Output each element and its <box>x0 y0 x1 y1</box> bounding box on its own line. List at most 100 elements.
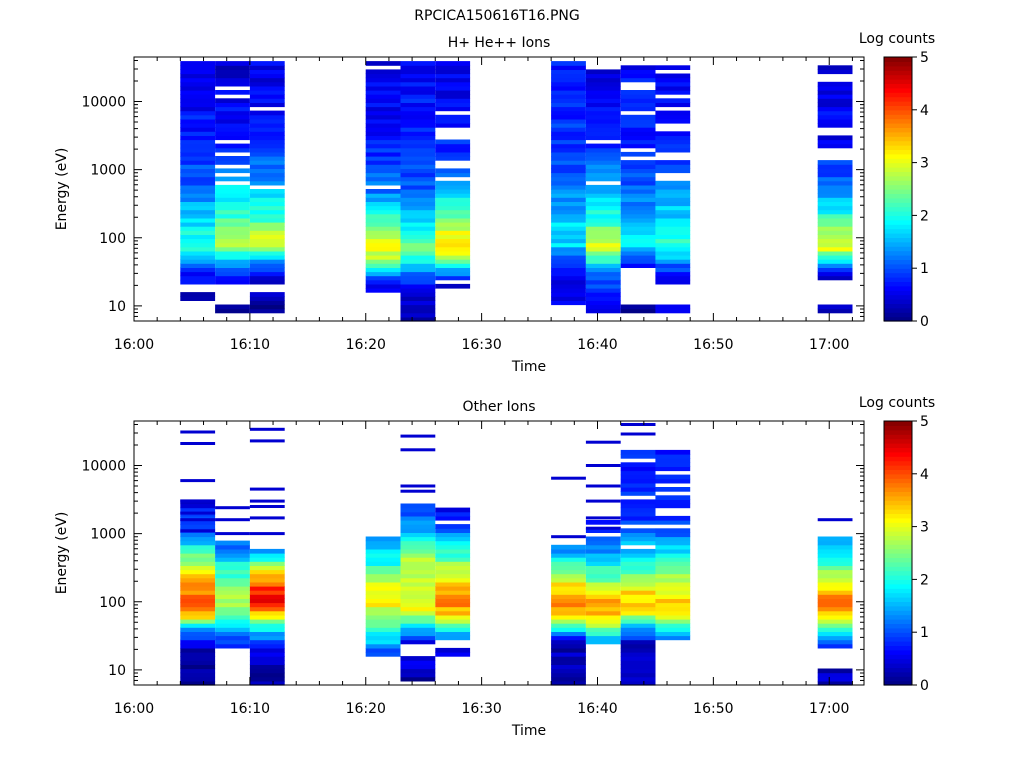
energy-bin <box>551 635 586 641</box>
energy-bin <box>215 255 250 260</box>
colorbar-segment <box>884 162 912 168</box>
energy-bin <box>400 507 436 513</box>
energy-bin <box>585 631 621 637</box>
energy-bin <box>215 267 250 273</box>
energy-bin <box>180 94 216 99</box>
energy-bin <box>620 474 656 480</box>
x-axis: 16:00 16:10 16:20 16:30 16:40 16:50 17:00 Time <box>114 57 853 375</box>
energy-bin <box>180 222 216 227</box>
energy-bin <box>215 606 250 612</box>
energy-bin <box>249 151 285 157</box>
energy-bin <box>551 577 586 583</box>
energy-bin <box>365 147 401 153</box>
energy-bin <box>817 255 853 260</box>
colorbar-segment <box>884 263 912 269</box>
energy-bin <box>620 230 656 235</box>
y-tick-label: 100 <box>99 595 126 611</box>
energy-bin <box>180 184 216 190</box>
energy-bin <box>215 77 250 83</box>
colorbar-segment <box>884 469 912 475</box>
energy-bin <box>435 143 471 149</box>
energy-bin <box>551 65 586 70</box>
energy-bin <box>365 263 401 268</box>
energy-bin <box>400 246 436 252</box>
energy-bin <box>180 226 216 231</box>
energy-bin <box>249 131 285 136</box>
energy-bin <box>249 263 285 268</box>
energy-bin <box>585 110 621 116</box>
energy-bin <box>400 267 436 273</box>
energy-bin <box>585 520 621 525</box>
colorbar-segment <box>884 575 912 580</box>
x-tick-label: 17:00 <box>809 337 849 353</box>
energy-bin <box>551 238 586 244</box>
energy-bin <box>249 85 285 91</box>
energy-bin <box>620 263 656 268</box>
energy-bin <box>817 565 853 571</box>
energy-bin <box>180 267 216 273</box>
energy-bin <box>400 127 436 132</box>
energy-bin <box>655 180 691 186</box>
energy-bin <box>249 90 285 95</box>
energy-bin <box>365 201 401 207</box>
energy-bin <box>180 656 216 661</box>
energy-bin <box>620 652 656 657</box>
energy-bin <box>655 164 691 169</box>
energy-bin <box>620 499 656 505</box>
energy-bin <box>215 557 250 562</box>
energy-bin <box>817 123 853 128</box>
colorbar-segment <box>884 570 912 576</box>
sparse-line <box>180 529 216 533</box>
energy-bin <box>215 217 250 223</box>
colorbar-segment <box>884 131 912 137</box>
energy-bin <box>435 631 471 637</box>
energy-bin <box>620 250 656 256</box>
energy-bin <box>400 569 436 575</box>
energy-bin <box>365 234 401 240</box>
energy-bin <box>655 85 691 91</box>
energy-bin <box>620 540 656 546</box>
colorbar-segment <box>884 219 912 225</box>
energy-bin <box>585 292 621 297</box>
energy-bin <box>180 102 216 108</box>
energy-bin <box>400 316 436 322</box>
energy-bin <box>551 114 586 120</box>
energy-bin <box>817 614 853 620</box>
energy-bin <box>215 205 250 211</box>
energy-bin <box>620 98 656 103</box>
energy-bin <box>249 292 285 297</box>
energy-bin <box>365 267 401 273</box>
energy-bin <box>180 647 216 653</box>
energy-bin <box>655 160 691 165</box>
energy-bin <box>249 73 285 79</box>
energy-bin <box>620 242 656 248</box>
energy-bin <box>400 263 436 268</box>
energy-bin <box>551 160 586 165</box>
colorbar-segment <box>884 307 912 313</box>
energy-bin <box>365 176 401 182</box>
energy-bin <box>180 520 216 525</box>
energy-bin <box>400 139 436 145</box>
energy-bin <box>817 176 853 182</box>
energy-bin <box>817 590 853 595</box>
energy-bin <box>585 288 621 293</box>
colorbar-segment <box>884 101 912 106</box>
colorbar-segment <box>884 663 912 668</box>
energy-bin <box>365 226 401 231</box>
colorbar-frame <box>883 420 913 686</box>
colorbar-segment <box>884 509 912 514</box>
energy-bin <box>585 267 621 273</box>
energy-bin <box>400 209 436 215</box>
colorbar-segment <box>884 127 912 133</box>
energy-bin <box>585 135 621 141</box>
energy-bin <box>435 557 471 562</box>
energy-bin <box>180 610 216 616</box>
colorbar-frame <box>883 56 913 322</box>
energy-bin <box>551 259 586 264</box>
energy-bin <box>585 606 621 612</box>
energy-bin <box>655 267 691 273</box>
energy-bin <box>400 544 436 550</box>
energy-bin <box>365 540 401 546</box>
energy-bin <box>817 304 853 310</box>
